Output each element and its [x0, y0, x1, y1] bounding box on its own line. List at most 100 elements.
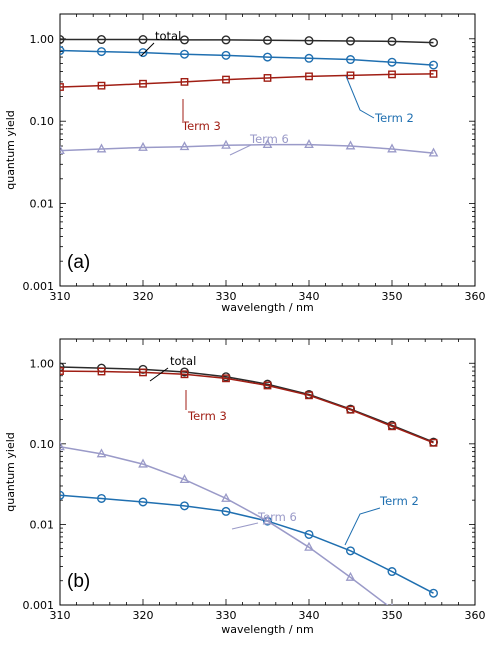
data-point-term-6 — [345, 571, 356, 581]
leader-line-term-2 — [345, 75, 375, 119]
data-point-term-2 — [60, 46, 65, 56]
y-tick-label: 0.10 — [30, 115, 55, 128]
series-label-term-3: Term 3 — [187, 409, 227, 423]
series-label-total: total — [155, 29, 181, 43]
data-point-term-3 — [139, 368, 147, 377]
series-label-term-2: Term 2 — [379, 494, 419, 508]
data-point-term-3 — [180, 77, 189, 86]
x-tick-label: 340 — [299, 609, 320, 622]
data-point-term-2 — [138, 48, 148, 58]
data-point-term-3 — [60, 83, 64, 91]
data-point-term-2 — [304, 53, 314, 63]
data-point-term-2 — [96, 47, 106, 57]
series-label-term-2: Term 2 — [374, 111, 414, 125]
y-axis-label: quantum yield — [4, 432, 17, 512]
data-point-term-6 — [262, 515, 273, 525]
series-line-term-6 — [60, 446, 389, 605]
data-point-term-3 — [305, 72, 313, 81]
series-line-term-6 — [60, 143, 434, 154]
data-point-term-3 — [429, 70, 438, 78]
data-point-term-6 — [304, 541, 314, 551]
data-point-total — [346, 36, 356, 46]
x-tick-label: 330 — [216, 609, 237, 622]
chart-panel-b: 310 320 330 340 350 360 0.001 0.01 0.10 1.00 wavel… — [4, 338, 486, 647]
data-layer — [60, 35, 439, 157]
data-point-term-2 — [221, 50, 231, 60]
y-tick-label: 0.001 — [23, 280, 55, 293]
data-point-term-6 — [179, 141, 190, 151]
x-tick-label: 320 — [133, 290, 154, 303]
series-label-term-6: Term 6 — [249, 132, 289, 146]
chart-panel-a: 310 320 330 340 350 360 0.001 0.01 0.10 1.00 wavel… — [4, 13, 486, 314]
leader-line-term-6 — [231, 522, 259, 530]
y-tick-label: 0.01 — [30, 198, 55, 211]
x-tick-label: 360 — [465, 609, 486, 622]
data-point-term-3 — [305, 391, 313, 400]
data-point-term-3 — [429, 438, 438, 447]
data-point-term-3 — [388, 70, 396, 79]
data-point-total — [96, 35, 106, 45]
plot-frame — [59, 338, 476, 606]
x-tick-label: 320 — [133, 609, 154, 622]
data-point-term-3 — [222, 75, 230, 84]
data-point-term-6 — [387, 143, 397, 153]
data-point-term-2 — [179, 501, 189, 511]
series-term-3 — [60, 367, 438, 447]
data-point-total — [60, 35, 65, 45]
series-label-term-3: Term 3 — [181, 119, 221, 133]
data-point-term-2 — [304, 529, 314, 539]
series-total — [60, 35, 439, 48]
data-point-term-6 — [221, 492, 231, 502]
data-point-term-2 — [346, 546, 356, 556]
data-point-term-6 — [430, 643, 438, 647]
data-point-term-3 — [346, 71, 355, 80]
data-point-total — [60, 362, 65, 372]
data-point-total — [263, 35, 273, 45]
x-tick-label: 310 — [50, 290, 71, 303]
series-label-term-6: Term 6 — [257, 510, 297, 524]
data-point-term-3 — [388, 422, 396, 431]
data-point-total — [304, 36, 314, 46]
data-point-total — [387, 36, 397, 46]
x-tick-label: 350 — [382, 609, 403, 622]
data-point-term-6 — [138, 141, 148, 151]
y-tick-label: 1.00 — [30, 357, 55, 370]
data-point-term-6 — [221, 139, 231, 149]
data-point-term-3 — [263, 74, 272, 82]
data-point-term-2 — [387, 567, 397, 577]
series-line-total — [60, 366, 434, 443]
y-tick-label: 1.00 — [30, 33, 55, 46]
data-point-term-3 — [346, 405, 355, 414]
data-point-term-6 — [428, 147, 439, 157]
data-point-term-3 — [60, 367, 64, 375]
data-point-term-3 — [263, 381, 272, 390]
data-point-term-3 — [180, 370, 189, 379]
data-point-term-2 — [429, 60, 439, 70]
series-line-term-3 — [60, 73, 434, 88]
data-point-term-2 — [179, 49, 189, 59]
data-point-term-6 — [60, 441, 65, 451]
data-layer — [60, 362, 439, 647]
data-point-total — [179, 35, 189, 45]
y-tick-label: 0.01 — [30, 518, 55, 531]
series-term-2 — [60, 490, 439, 598]
x-tick-label: 350 — [382, 290, 403, 303]
x-axis-label: wavelength / nm — [221, 623, 313, 636]
data-point-term-2 — [263, 52, 273, 62]
y-axis-label: quantum yield — [4, 110, 17, 190]
data-point-term-3 — [222, 374, 230, 383]
data-point-total — [429, 38, 439, 48]
series-term-2 — [60, 46, 439, 70]
leader-line-term-2 — [344, 507, 381, 546]
series-label-total: total — [170, 354, 196, 368]
leader-line-term-6 — [229, 144, 252, 156]
data-point-term-2 — [221, 506, 231, 516]
data-point-term-2 — [346, 55, 356, 65]
data-point-term-6 — [345, 140, 356, 150]
series-line-term-3 — [60, 370, 434, 444]
x-tick-label: 330 — [216, 290, 237, 303]
series-term-6 — [60, 139, 439, 157]
x-tick-label: 310 — [50, 609, 71, 622]
series-line-term-2 — [60, 494, 434, 594]
